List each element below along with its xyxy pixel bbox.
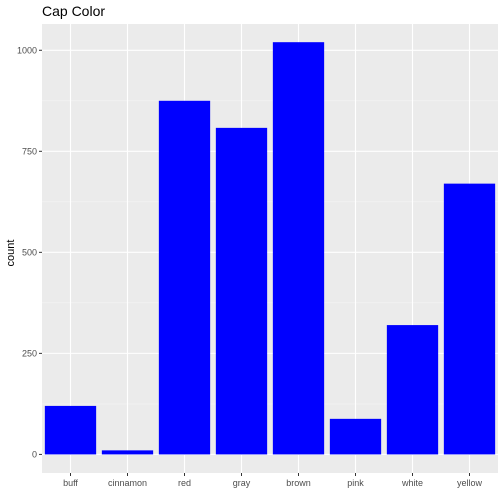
- x-tick-label-buff: buff: [63, 478, 78, 488]
- bar-yellow: [443, 183, 496, 455]
- y-tick-label: 750: [22, 146, 37, 156]
- x-tick-label-brown: brown: [286, 478, 311, 488]
- bars: [44, 42, 496, 455]
- bar-white: [386, 325, 439, 455]
- y-tick-label: 0: [32, 449, 37, 459]
- bar-pink: [329, 418, 382, 455]
- y-tick-label: 1000: [17, 45, 37, 55]
- x-tick-label-white: white: [401, 478, 423, 488]
- x-tick-label-gray: gray: [233, 478, 251, 488]
- x-tick-label-yellow: yellow: [457, 478, 483, 488]
- bar-buff: [44, 405, 97, 455]
- bar-gray: [215, 127, 268, 455]
- bar-cinnamon: [101, 450, 154, 455]
- bar-red: [158, 100, 211, 455]
- y-axis-ticks: 0 250 500 750 1000: [17, 45, 42, 459]
- bar-brown: [272, 42, 325, 455]
- y-tick-label: 250: [22, 348, 37, 358]
- y-axis-title: count: [5, 240, 17, 267]
- x-axis-ticks: buff cinnamon red gray brown pink white yellow: [63, 473, 483, 488]
- x-tick-label-red: red: [178, 478, 191, 488]
- chart-title: Cap Color: [42, 3, 105, 19]
- x-tick-label-cinnamon: cinnamon: [108, 478, 147, 488]
- x-tick-label-pink: pink: [347, 478, 364, 488]
- y-tick-label: 500: [22, 247, 37, 257]
